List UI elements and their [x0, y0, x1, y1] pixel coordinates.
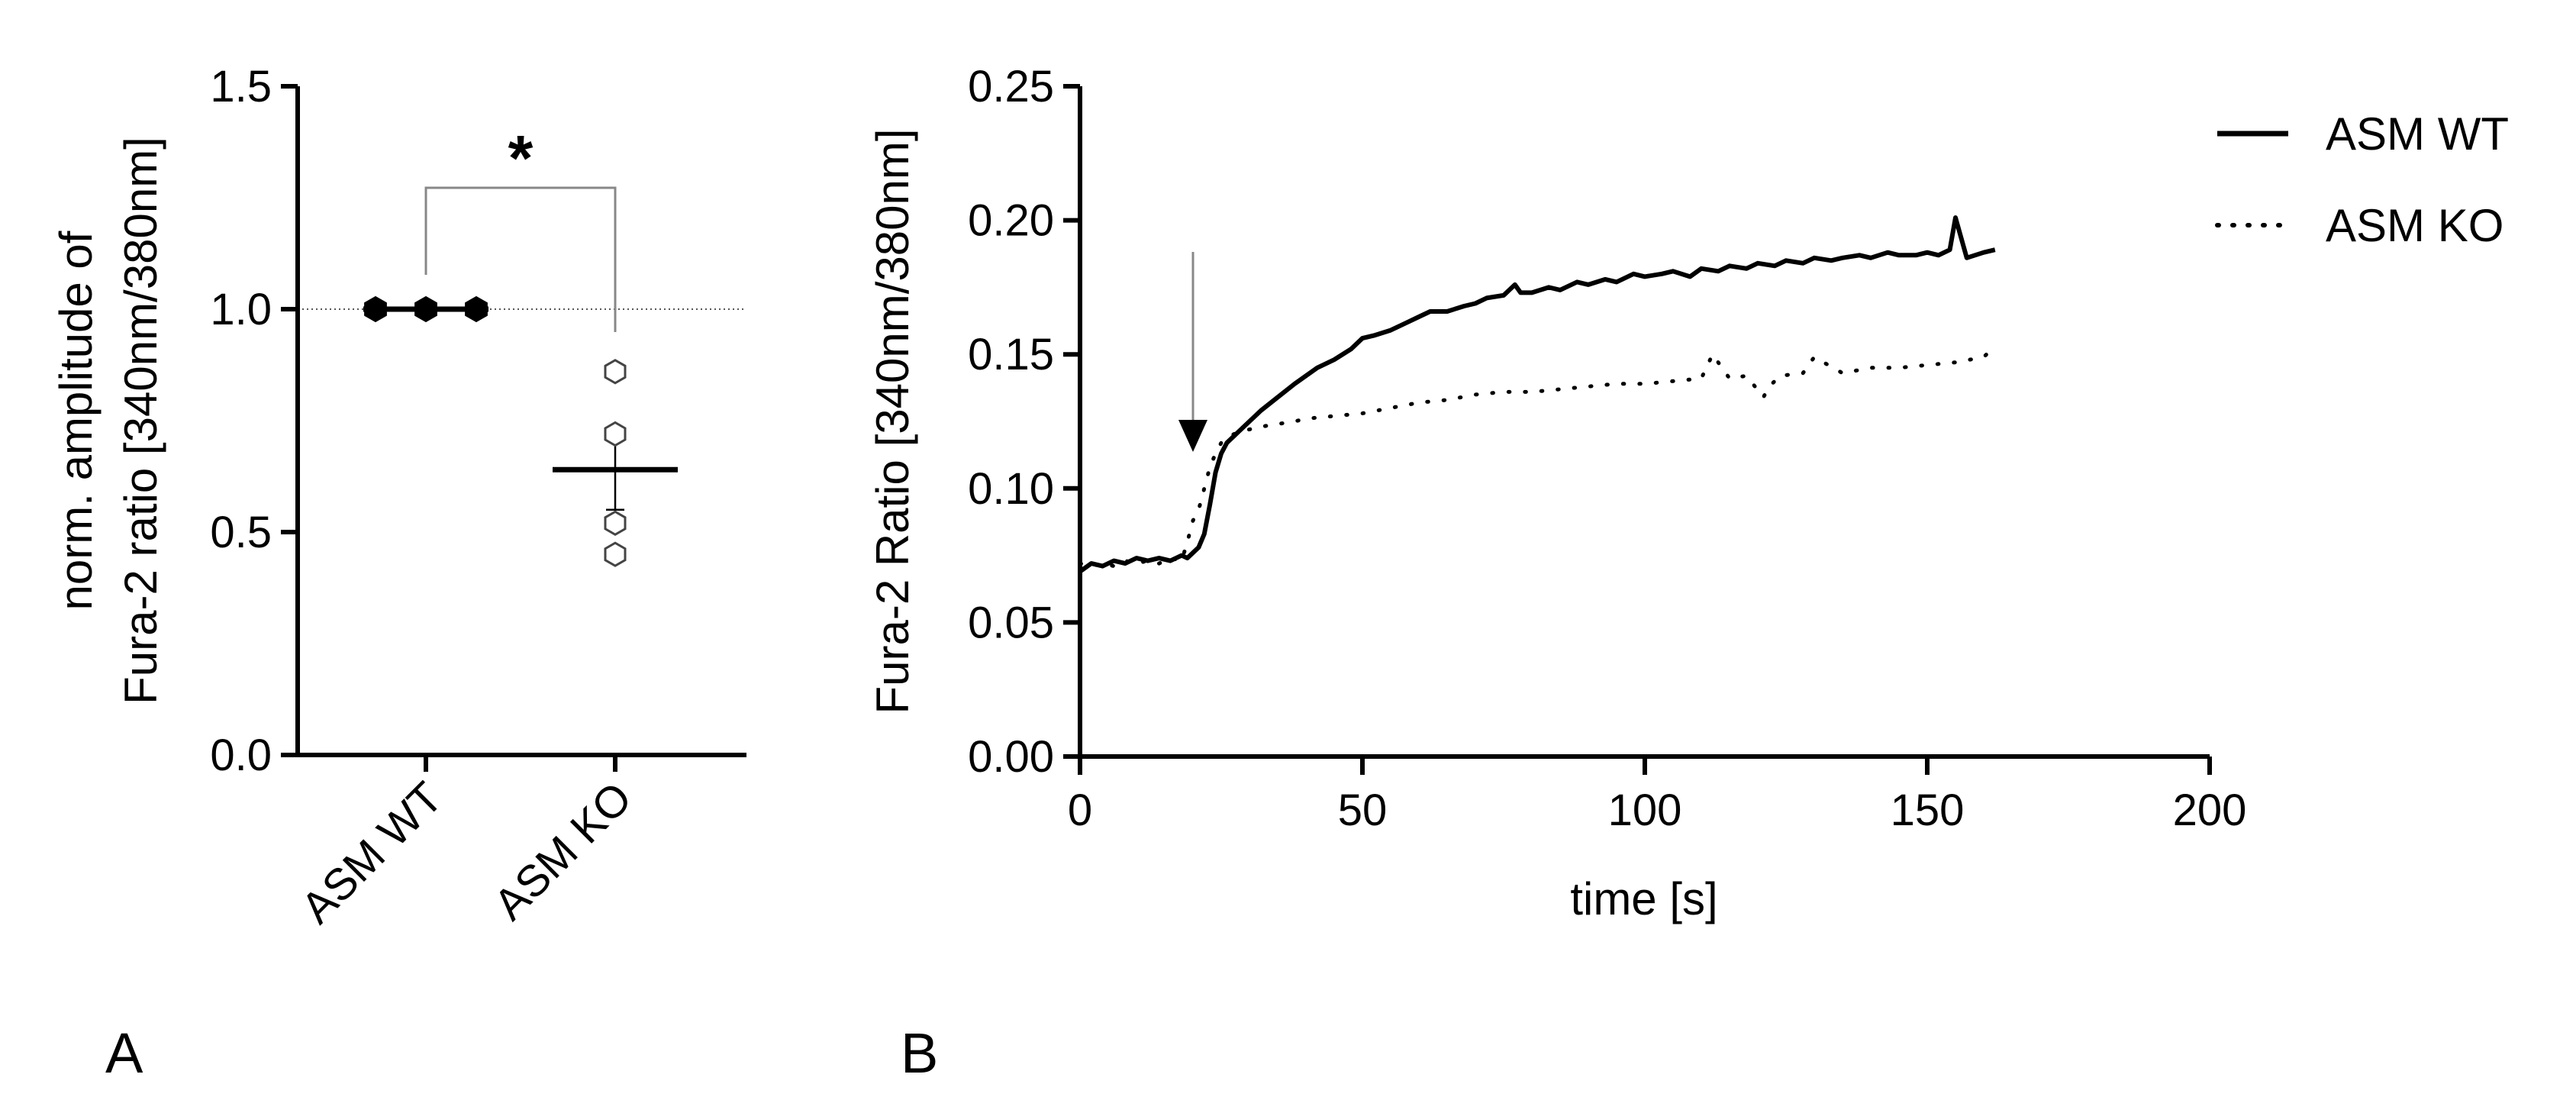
y-tick-label: 0.15: [968, 330, 1054, 379]
y-tick-label: 0.0: [210, 731, 272, 780]
panel-b-x-ticks: 0 50 100 150 200: [1068, 757, 2247, 835]
panel-b: 0.00 0.05 0.10 0.15 0.20 0.25 0 50 100 150 200 Fu…: [867, 62, 2509, 1085]
panel-a: 0.0 0.5 1.0 1.5 ASM WT ASM KO norm. amplitud…: [50, 62, 746, 1085]
series-line-asm-wt: [1078, 215, 1996, 574]
x-tick-label: 200: [2173, 786, 2247, 835]
panel-a-marks: [363, 295, 678, 567]
panel-a-y-axis-title: norm. amplitude of: [50, 231, 102, 610]
panel-b-y-ticks: 0.00 0.05 0.10 0.15 0.20 0.25: [968, 62, 1080, 782]
panel-a-y-axis-title-line-1: norm. amplitude of: [50, 231, 102, 610]
stimulus-arrow: [1178, 252, 1207, 452]
panel-a-significance: *: [424, 122, 617, 332]
y-tick-label: 1.5: [210, 62, 272, 111]
legend-label-asm-ko: ASM KO: [2326, 200, 2503, 251]
panel-b-y-axis-title: Fura-2 Ratio [340nm/380nm]: [867, 128, 918, 714]
y-tick-label: 0.05: [968, 598, 1054, 647]
panel-b-x-axis-title: time [s]: [1570, 873, 1717, 924]
y-tick-label: 0.25: [968, 62, 1054, 111]
panel-a-axes: [295, 86, 746, 757]
significance-star: *: [508, 122, 534, 194]
x-tick-label: 100: [1608, 786, 1682, 835]
legend-label-asm-wt: ASM WT: [2326, 108, 2509, 160]
panel-b-series: [1078, 215, 1997, 574]
x-tick-label: 150: [1891, 786, 1965, 835]
y-tick-label: 0.00: [968, 732, 1054, 782]
x-tick-label: 0: [1068, 786, 1092, 835]
data-point-asm-ko: [604, 421, 627, 447]
significance-bracket: [424, 186, 617, 332]
series-line-asm-ko: [1078, 344, 1997, 569]
panel-a-x-ticks: ASM WT ASM KO: [292, 755, 641, 933]
data-point-asm-ko: [604, 510, 627, 537]
panel-b-legend: ASM WT ASM KO: [2215, 108, 2509, 251]
panel-label-a: A: [105, 1021, 143, 1085]
data-point-asm-ko: [604, 359, 627, 385]
y-tick-label: 0.10: [968, 464, 1054, 514]
data-point-asm-wt: [414, 295, 437, 323]
data-point-asm-ko: [604, 541, 627, 567]
y-tick-label: 0.5: [210, 508, 272, 557]
data-point-asm-wt: [364, 295, 387, 323]
panel-a-y-ticks: 0.0 0.5 1.0 1.5: [210, 62, 298, 780]
stimulus-arrow-head: [1178, 420, 1207, 452]
panel-a-y-axis-title-line-2: Fura-2 ratio [340nm/380nm]: [115, 137, 166, 705]
data-point-asm-wt: [465, 295, 488, 323]
x-tick-label: 50: [1338, 786, 1388, 835]
y-tick-label: 1.0: [210, 285, 272, 334]
panel-label-b: B: [901, 1021, 938, 1085]
x-tick-label: ASM WT: [292, 773, 452, 933]
y-tick-label: 0.20: [968, 196, 1054, 246]
x-tick-label: ASM KO: [485, 773, 641, 929]
panel-a-y-axis-title-2: Fura-2 ratio [340nm/380nm]: [115, 137, 166, 705]
